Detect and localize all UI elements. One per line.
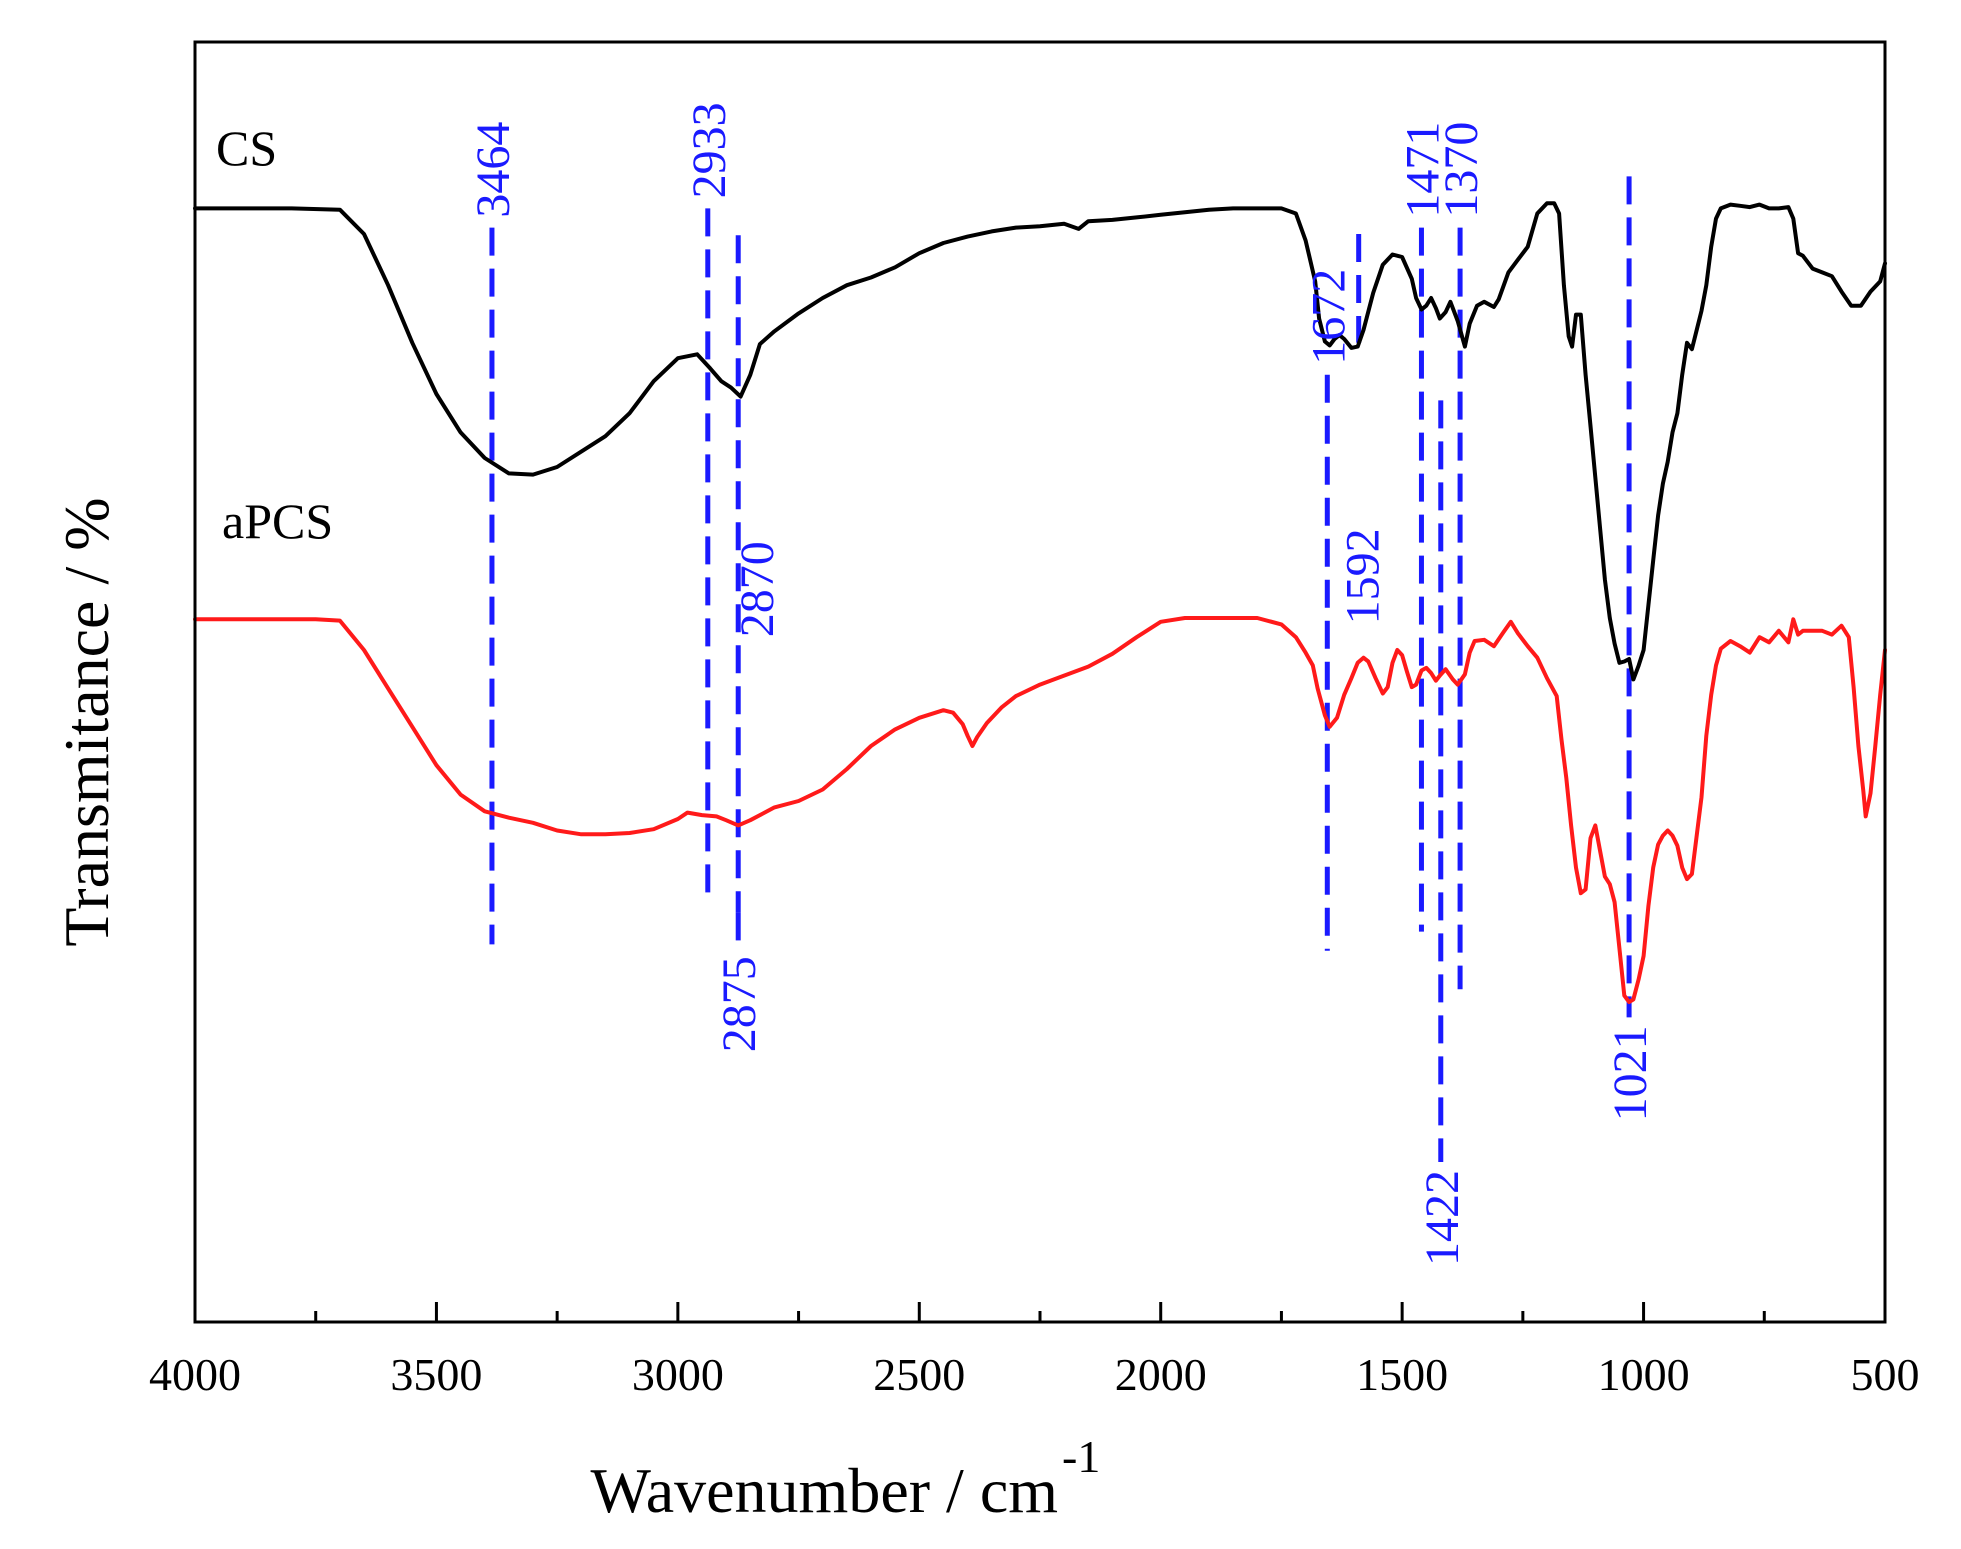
x-tick-label-3000: 3000 — [632, 1349, 724, 1400]
peak-label-1422: 1422 — [1416, 1170, 1469, 1266]
x-tick-label-1000: 1000 — [1598, 1349, 1690, 1400]
x-axis-ticks: 4000 3500 3000 2500 2000 1500 1000 500 — [149, 1302, 1920, 1400]
y-axis-title: Transmitance / % — [51, 497, 122, 946]
peak-label-1592: 1592 — [1337, 528, 1390, 624]
peak-label-1021: 1021 — [1604, 1025, 1657, 1121]
peak-label-2875: 2875 — [713, 956, 766, 1052]
x-axis-title-superscript: -1 — [1062, 1431, 1100, 1482]
peak-guide-lines — [489, 176, 1632, 1162]
series-label-cs: CS — [216, 120, 277, 176]
series-label-apcs: aPCS — [222, 493, 333, 549]
peak-label-1370: 1370 — [1435, 122, 1488, 218]
series-line-apcs — [193, 616, 1887, 1004]
series-names: CS aPCS — [216, 120, 333, 549]
spectrum-series — [193, 201, 1887, 1004]
peak-label-1471: 1471 — [1397, 122, 1450, 218]
peak-label-1672: 1672 — [1302, 269, 1355, 365]
peak-label-2933: 2933 — [683, 102, 736, 198]
peak-label-3464: 3464 — [467, 122, 520, 218]
x-tick-label-2000: 2000 — [1115, 1349, 1207, 1400]
peak-label-2870: 2870 — [731, 541, 784, 637]
peak-labels: 3464 2933 2870 2875 1672 1592 1471 1422 1370 1021 — [467, 102, 1657, 1266]
x-tick-label-1500: 1500 — [1356, 1349, 1448, 1400]
x-tick-label-4000: 4000 — [149, 1349, 241, 1400]
x-tick-label-500: 500 — [1851, 1349, 1920, 1400]
series-line-cs — [193, 201, 1887, 682]
x-axis-title: Wavenumber / cm — [590, 1455, 1058, 1526]
x-tick-label-3500: 3500 — [390, 1349, 482, 1400]
x-tick-label-2500: 2500 — [873, 1349, 965, 1400]
